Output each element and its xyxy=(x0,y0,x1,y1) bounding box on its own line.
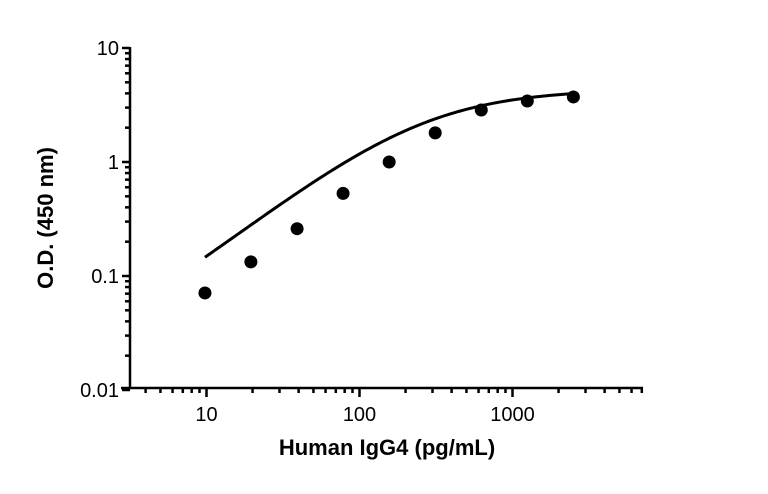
y-tick-label: 0.01 xyxy=(80,380,119,402)
fit-curve-line xyxy=(204,92,574,259)
data-point xyxy=(520,94,534,108)
x-axis-title: Human IgG4 (pg/mL) xyxy=(279,435,495,460)
y-tick-label: 1 xyxy=(108,152,119,174)
data-point xyxy=(198,286,212,300)
x-axis: 10 100 1000 xyxy=(121,386,644,426)
x-tick-label: 100 xyxy=(343,404,376,426)
x-tick-label: 1000 xyxy=(490,404,535,426)
data-point xyxy=(474,103,488,117)
data-point xyxy=(290,222,304,236)
x-tick-label: 10 xyxy=(195,404,217,426)
y-tick-label: 10 xyxy=(97,38,119,60)
data-point xyxy=(428,126,442,140)
data-point xyxy=(566,90,580,104)
data-point xyxy=(382,155,396,169)
fit-curve xyxy=(204,92,574,259)
data-point xyxy=(244,255,258,269)
data-point xyxy=(336,186,350,200)
y-axis-title: O.D. (450 nm) xyxy=(33,147,58,289)
y-axis: 0.01 0.1 1 10 xyxy=(80,38,132,402)
data-points xyxy=(198,90,580,300)
y-tick-label: 0.1 xyxy=(91,266,119,288)
